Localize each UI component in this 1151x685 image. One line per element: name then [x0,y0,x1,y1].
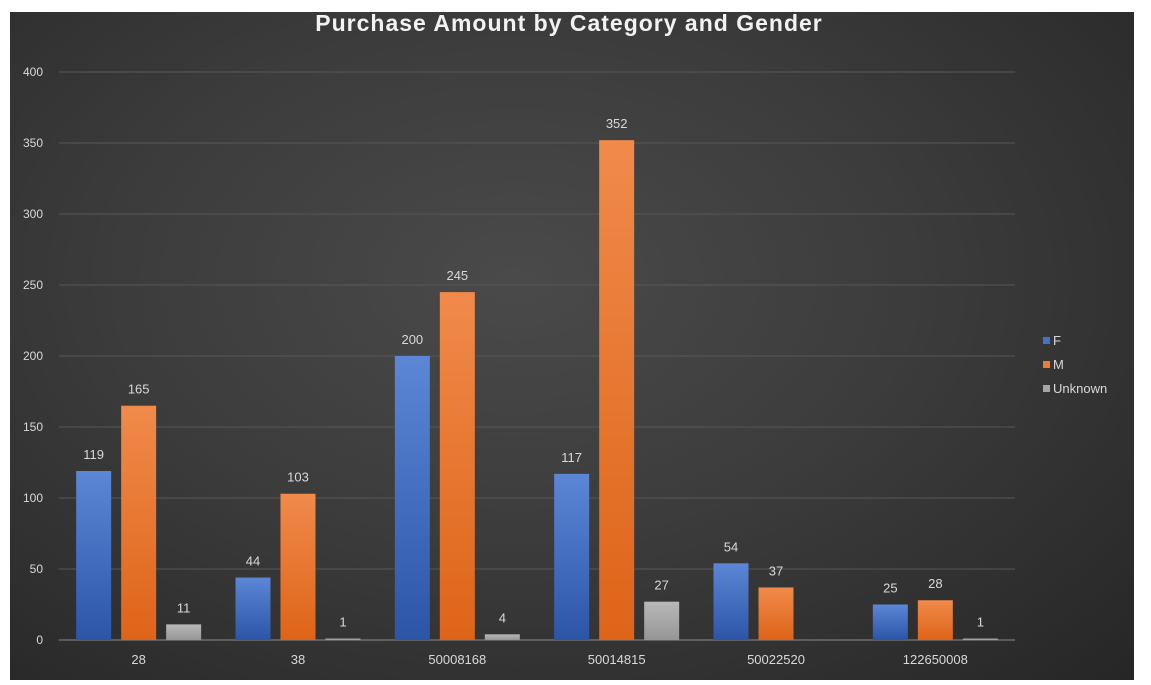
x-tick-label: 38 [291,652,305,667]
data-label: 1 [977,615,984,630]
bar-m-28 [121,405,157,640]
legend-swatch [1043,336,1050,344]
data-label: 103 [287,470,309,485]
y-tick-label: 0 [36,633,43,647]
y-tick-label: 200 [23,349,43,363]
legend-swatch [1043,384,1050,392]
bar-m-122650008 [917,600,953,640]
data-label: 1 [339,615,346,630]
legend-swatch [1043,360,1050,368]
gridlines [59,71,1015,641]
data-label: 200 [401,332,423,347]
y-tick-label: 100 [23,491,43,505]
x-tick-label: 50014815 [588,652,646,667]
data-label: 28 [928,576,942,591]
bar-f-28 [76,471,112,640]
bar-f-38 [235,577,271,640]
bar-unknown-28 [166,624,202,640]
x-tick-label: 50022520 [747,652,805,667]
x-axis-tick-labels: 28 38 50008168 50014815 50022520 122650008 [131,652,967,667]
data-label: 119 [83,447,104,462]
chart-title: Purchase Amount by Category and Gender [315,10,823,36]
x-tick-label: 122650008 [903,652,968,667]
data-label: 54 [724,539,738,554]
legend-label: Unknown [1053,380,1108,396]
data-label: 37 [769,563,783,578]
data-label: 27 [654,578,668,593]
data-label: 25 [883,581,897,596]
bar-m-38 [280,493,316,640]
data-label: 352 [606,116,628,131]
data-label: 165 [128,382,150,397]
legend: F M Unknown [1043,328,1107,400]
y-tick-label: 300 [23,207,43,221]
y-tick-label: 400 [23,65,43,79]
x-tick-label: 28 [131,652,145,667]
bar-unknown-50014815 [644,601,680,640]
data-label: 4 [499,610,506,625]
bar-m-50014815 [599,140,635,640]
data-labels: 119 165 11 44 103 1 200 245 4 117 352 27 54 37 25 28 1 [83,116,984,629]
legend-label: F [1053,332,1061,348]
x-tick-label: 50008168 [428,652,486,667]
bar-unknown-50008168 [484,634,520,640]
bar-unknown-122650008 [962,638,998,640]
bar-m-50008168 [439,292,475,640]
bar-f-50008168 [394,356,430,640]
y-tick-label: 350 [23,136,43,150]
data-label: 11 [177,600,191,615]
data-label: 117 [561,450,582,465]
legend-item: Unknown [1043,376,1107,400]
legend-label: M [1053,356,1064,372]
bar-f-50022520 [713,563,749,640]
y-tick-label: 50 [30,562,44,576]
y-axis-tick-labels: 0 50 100 150 200 250 300 350 400 [23,65,43,647]
bar-unknown-38 [325,638,361,640]
legend-item: M [1043,352,1107,376]
bar-m-50022520 [758,587,794,640]
data-label: 44 [246,554,260,569]
y-tick-label: 150 [23,420,43,434]
bar-f-50014815 [554,473,590,640]
data-label: 245 [446,268,468,283]
y-tick-label: 250 [23,278,43,292]
legend-item: F [1043,328,1107,352]
bars [76,140,998,640]
bar-f-122650008 [872,604,908,640]
